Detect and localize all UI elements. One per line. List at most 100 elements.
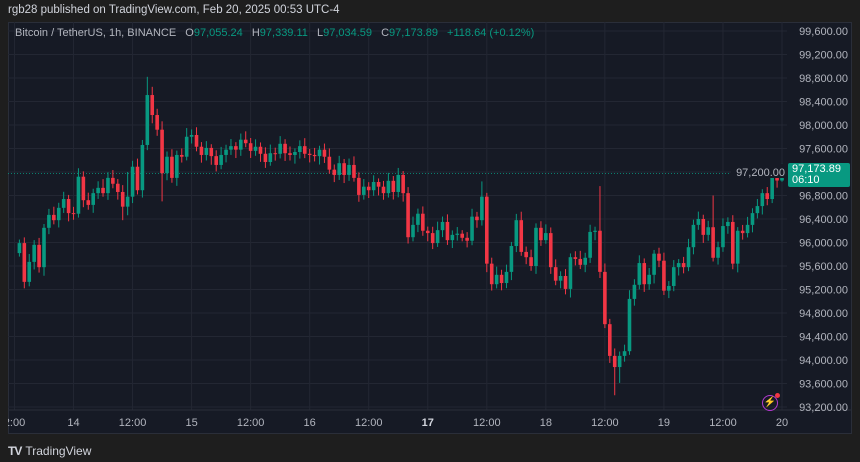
candle-down bbox=[307, 153, 312, 155]
candle-up bbox=[632, 284, 637, 299]
low-value: 97,034.59 bbox=[323, 27, 373, 39]
candle-up bbox=[696, 219, 701, 225]
candle-down bbox=[465, 237, 469, 241]
candle-up bbox=[140, 144, 145, 191]
candle-up bbox=[721, 226, 725, 248]
candle-up bbox=[691, 224, 696, 248]
candle-down bbox=[135, 166, 140, 191]
candle-down bbox=[263, 153, 268, 163]
candle-up bbox=[676, 263, 681, 268]
candle-down bbox=[489, 263, 494, 285]
time-axis-label: 19 bbox=[658, 417, 670, 429]
label-layer: 99,600.00 99,200.00 98,800.00 98,400.00 98,0… bbox=[8, 26, 848, 429]
grid-layer bbox=[8, 22, 852, 411]
candle-up bbox=[637, 263, 642, 285]
candle-up bbox=[440, 221, 445, 231]
current-price-tag: 97,173.89 06:10 bbox=[788, 163, 850, 187]
candle-down bbox=[366, 186, 371, 191]
time-axis-label: 12:00 bbox=[119, 417, 147, 429]
time-axis-label: 18 bbox=[540, 417, 552, 429]
candle-up bbox=[91, 193, 95, 205]
candle-down bbox=[209, 147, 214, 157]
price-axis-label: 93,200.00 bbox=[799, 402, 848, 414]
candle-down bbox=[248, 143, 253, 151]
candle-down bbox=[401, 174, 405, 194]
candle-down bbox=[740, 230, 745, 234]
bar-countdown: 06:10 bbox=[792, 174, 820, 186]
high-value: 97,339.11 bbox=[259, 27, 308, 39]
close-value: 97,173.89 bbox=[389, 27, 438, 39]
candle-down bbox=[160, 129, 164, 174]
candle-up bbox=[165, 156, 169, 174]
candle-up bbox=[411, 224, 415, 238]
candle-up bbox=[494, 274, 499, 285]
price-axis-label: 98,800.00 bbox=[799, 73, 848, 85]
candle-down bbox=[460, 233, 464, 238]
candle-up bbox=[735, 230, 740, 264]
candle-up bbox=[514, 220, 519, 247]
price-axis-label: 94,800.00 bbox=[799, 308, 848, 320]
candle-down bbox=[194, 134, 199, 147]
candle-down bbox=[214, 156, 218, 165]
candle-up bbox=[671, 267, 676, 286]
candle-down bbox=[548, 233, 553, 268]
candle-up bbox=[480, 196, 484, 221]
candle-down bbox=[430, 233, 435, 244]
candle-down bbox=[598, 230, 602, 272]
candle-down bbox=[71, 213, 76, 215]
candle-down bbox=[578, 258, 583, 265]
candle-up bbox=[726, 221, 730, 227]
change-value: +118.64 (+0.12%) bbox=[447, 27, 535, 39]
tradingview-logo-icon: TV bbox=[8, 444, 22, 458]
candle-down bbox=[499, 274, 504, 284]
symbol-name: Bitcoin / TetherUS, 1h, BINANCE bbox=[15, 27, 177, 39]
low-label: L bbox=[316, 27, 324, 39]
price-axis-label: 93,600.00 bbox=[799, 379, 848, 391]
candle-down bbox=[332, 169, 337, 175]
candle-up bbox=[337, 163, 341, 175]
candle-up bbox=[652, 253, 656, 275]
price-axis-label: 99,200.00 bbox=[799, 50, 848, 62]
notification-dot bbox=[775, 393, 780, 398]
price-axis-label: 96,800.00 bbox=[799, 191, 848, 203]
candle-up bbox=[189, 134, 194, 137]
candle-up bbox=[204, 147, 209, 155]
candle-down bbox=[288, 153, 292, 155]
candle-up bbox=[298, 146, 302, 153]
candle-down bbox=[243, 139, 248, 144]
candle-up bbox=[627, 298, 632, 352]
open-value: 97,055.24 bbox=[193, 27, 243, 39]
candle-down bbox=[234, 146, 238, 150]
candle-up bbox=[534, 227, 538, 266]
candle-up bbox=[667, 285, 671, 291]
candle-up bbox=[219, 154, 223, 165]
candle-down bbox=[662, 260, 666, 291]
candle-down bbox=[120, 191, 125, 207]
candle-down bbox=[258, 146, 263, 154]
candle-up bbox=[278, 143, 282, 154]
candle-down bbox=[563, 275, 568, 289]
candle-down bbox=[406, 193, 410, 238]
candle-up bbox=[558, 275, 563, 281]
candle-up bbox=[544, 233, 548, 241]
candle-up bbox=[583, 257, 587, 265]
time-axis-label: 17 bbox=[422, 417, 434, 429]
candle-down bbox=[539, 227, 543, 241]
time-axis-label: 12:00 bbox=[709, 417, 737, 429]
candle-up bbox=[593, 230, 597, 232]
candle-down bbox=[529, 257, 533, 266]
candle-down bbox=[101, 187, 105, 194]
candle-up bbox=[268, 153, 273, 163]
candle-down bbox=[352, 164, 356, 178]
candle-up bbox=[17, 243, 22, 254]
candle-up bbox=[229, 146, 233, 150]
time-axis-label: 12:00 bbox=[591, 417, 619, 429]
symbol-legend: Bitcoin / TetherUS, 1h, BINANCE O97,055.… bbox=[15, 27, 534, 39]
candlestick-chart[interactable]: 99,600.00 99,200.00 98,800.00 98,400.00 98,0… bbox=[8, 22, 852, 434]
candle-up bbox=[716, 247, 720, 258]
lightning-alert-icon[interactable]: ⚡ bbox=[762, 393, 780, 411]
candle-down bbox=[573, 257, 578, 259]
candle-up bbox=[61, 199, 66, 208]
candle-down bbox=[322, 149, 327, 157]
candle-up bbox=[175, 154, 179, 178]
